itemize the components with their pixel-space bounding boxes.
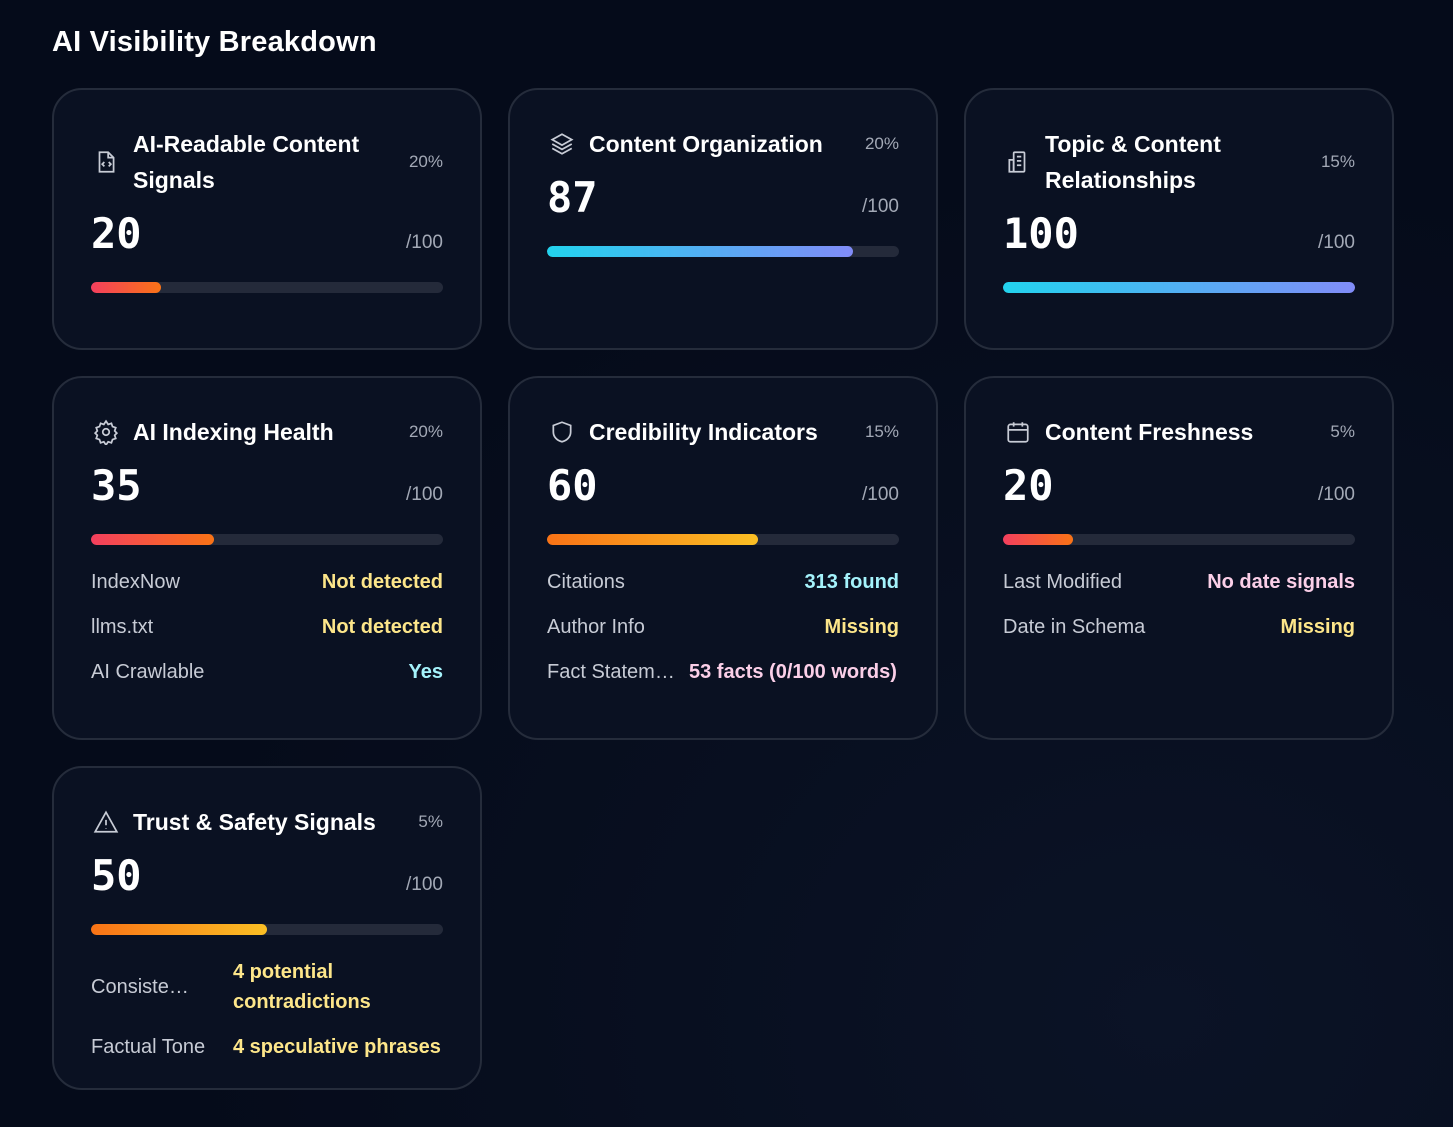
detail-value: Missing (1280, 616, 1355, 638)
score-value: 35 (91, 461, 142, 510)
detail-row: Factual Tone 4 speculative phrases (91, 1032, 443, 1062)
card-title: Credibility Indicators (589, 419, 818, 445)
progress-fill (1003, 282, 1355, 293)
breakdown-grid: AI-Readable Content Signals 20% 20 /100 … (52, 88, 1394, 1090)
score-max: /100 (1318, 232, 1355, 253)
card-header: Content Freshness 5% (1003, 414, 1355, 450)
card-title: Content Organization (589, 131, 823, 157)
shield-icon (547, 417, 577, 447)
detail-label: Fact Statem… (547, 661, 675, 683)
card-trust-safety-signals: Trust & Safety Signals 5% 50 /100 Consis… (52, 766, 482, 1090)
detail-row: Author Info Missing (547, 612, 899, 642)
weight-percent: 5% (1330, 422, 1355, 441)
detail-list: Consiste… 4 potential contradictions Fac… (91, 957, 443, 1077)
detail-value: 4 potential contradictions (233, 961, 371, 1013)
progress-fill (547, 246, 854, 257)
calendar-icon (1003, 417, 1033, 447)
progress-fill (91, 534, 215, 545)
detail-row: Fact Statem… 53 facts (0/100 words) (547, 657, 899, 687)
progress-bar (1003, 534, 1355, 545)
weight-percent: 15% (864, 422, 899, 441)
score-max: /100 (406, 874, 443, 895)
layers-icon (547, 129, 577, 159)
warning-icon (91, 807, 121, 837)
weight-percent: 20% (864, 134, 899, 153)
card-title: Trust & Safety Signals (133, 809, 376, 835)
detail-value: No date signals (1207, 571, 1355, 593)
detail-row: llms.txt Not detected (91, 612, 443, 642)
detail-row: IndexNow Not detected (91, 567, 443, 597)
card-header: Trust & Safety Signals 5% (91, 804, 443, 840)
detail-label: Citations (547, 571, 625, 593)
detail-label: Factual Tone (91, 1036, 206, 1058)
progress-bar (91, 924, 443, 935)
page-title: AI Visibility Breakdown (52, 26, 377, 58)
score-value: 100 (1003, 209, 1079, 258)
detail-label: IndexNow (91, 571, 180, 593)
progress-bar (1003, 282, 1355, 293)
detail-value: 313 found (804, 571, 899, 593)
detail-label: llms.txt (91, 616, 154, 638)
detail-value: Not detected (321, 616, 443, 638)
card-credibility-indicators: Credibility Indicators 15% 60 /100 Citat… (508, 376, 938, 740)
detail-label: Consiste… (91, 976, 189, 998)
weight-percent: 15% (1320, 152, 1355, 171)
score-value: 87 (547, 173, 598, 222)
detail-list: Last Modified No date signals Date in Sc… (1003, 567, 1355, 657)
score-max: /100 (406, 232, 443, 253)
progress-fill (1003, 534, 1074, 545)
building-icon (1003, 147, 1033, 177)
detail-list: Citations 313 found Author Info Missing … (547, 567, 899, 702)
detail-value: Missing (824, 616, 899, 638)
progress-fill (91, 924, 267, 935)
progress-bar (91, 282, 443, 293)
card-title: AI Indexing Health (133, 419, 334, 445)
card-header: AI-Readable Content Signals 20% (91, 126, 443, 198)
card-header: Credibility Indicators 15% (547, 414, 899, 450)
progress-bar (547, 534, 899, 545)
score-value: 20 (91, 209, 142, 258)
card-content-organization: Content Organization 20% 87 /100 (508, 88, 938, 350)
detail-row: Date in Schema Missing (1003, 612, 1355, 642)
card-title: AI-Readable Content Signals (133, 131, 360, 193)
detail-label: AI Crawlable (91, 661, 205, 683)
detail-row: Consiste… 4 potential contradictions (91, 957, 443, 1017)
card-header: Topic & Content Relationships 15% (1003, 126, 1355, 198)
progress-bar (91, 534, 443, 545)
detail-value: 4 speculative phrases (233, 1036, 441, 1058)
score-max: /100 (1318, 484, 1355, 505)
card-header: Content Organization 20% (547, 126, 899, 162)
detail-label: Date in Schema (1003, 616, 1146, 638)
card-topic-content-relationships: Topic & Content Relationships 15% 100 /1… (964, 88, 1394, 350)
detail-label: Author Info (547, 616, 645, 638)
detail-value: Yes (408, 661, 443, 683)
detail-label: Last Modified (1003, 571, 1122, 593)
progress-fill (547, 534, 759, 545)
card-content-freshness: Content Freshness 5% 20 /100 Last Modifi… (964, 376, 1394, 740)
detail-row: AI Crawlable Yes (91, 657, 443, 687)
score-value: 60 (547, 461, 598, 510)
score-max: /100 (406, 484, 443, 505)
detail-value: Not detected (321, 571, 443, 593)
score-value: 20 (1003, 461, 1054, 510)
card-header: AI Indexing Health 20% (91, 414, 443, 450)
detail-row: Last Modified No date signals (1003, 567, 1355, 597)
detail-list: IndexNow Not detected llms.txt Not detec… (91, 567, 443, 702)
score-value: 50 (91, 851, 142, 900)
card-title: Topic & Content Relationships (1045, 131, 1221, 193)
gear-icon (91, 417, 121, 447)
card-title: Content Freshness (1045, 419, 1254, 445)
score-max: /100 (862, 484, 899, 505)
card-ai-readable-content-signals: AI-Readable Content Signals 20% 20 /100 (52, 88, 482, 350)
detail-value: 53 facts (0/100 words) (689, 661, 897, 683)
progress-bar (547, 246, 899, 257)
weight-percent: 20% (408, 152, 443, 171)
weight-percent: 5% (418, 812, 443, 831)
weight-percent: 20% (408, 422, 443, 441)
detail-row: Citations 313 found (547, 567, 899, 597)
file-code-icon (91, 147, 121, 177)
score-max: /100 (862, 196, 899, 217)
progress-fill (91, 282, 162, 293)
card-ai-indexing-health: AI Indexing Health 20% 35 /100 IndexNow … (52, 376, 482, 740)
